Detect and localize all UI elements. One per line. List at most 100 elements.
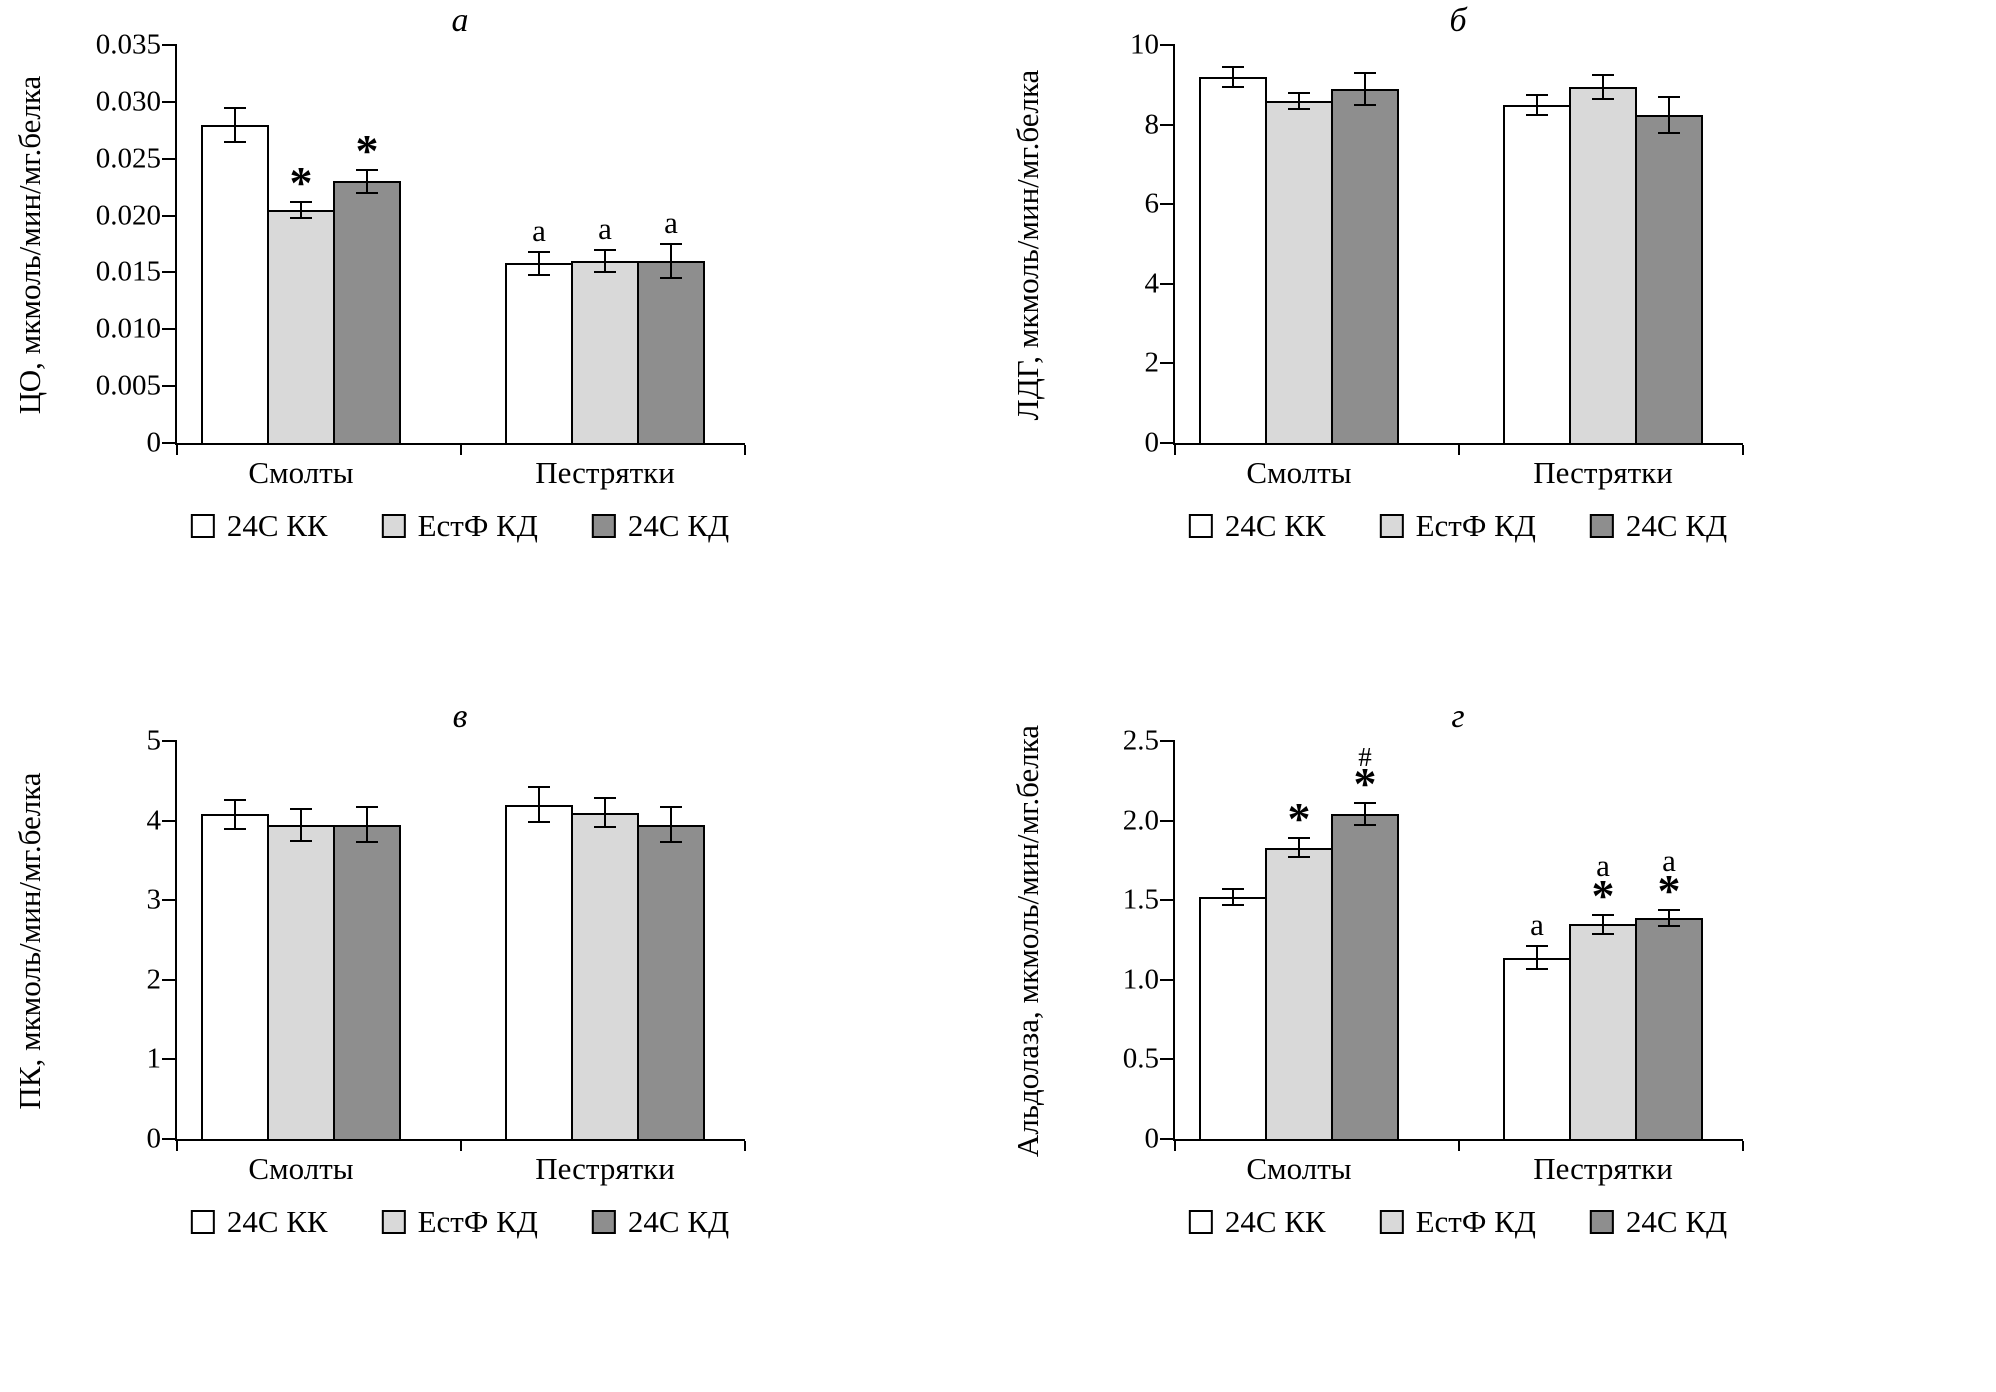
y-tick-label: 2.5 (1122, 724, 1159, 757)
error-bar-cap (224, 106, 246, 109)
chart-title: а (451, 2, 469, 39)
error-bar (1668, 909, 1670, 926)
error-bar (538, 251, 540, 275)
y-tick-label: 0.015 (95, 255, 161, 288)
error-bar-cap (1288, 91, 1310, 94)
error-bar-cap (290, 807, 312, 810)
y-tick-label: 8 (1144, 108, 1160, 141)
legend: 24С КК ЕстФ КД 24С КД (1188, 1204, 1727, 1240)
y-axis-tick (162, 899, 177, 902)
y-axis-tick (1160, 740, 1175, 742)
y-axis-tick (162, 740, 177, 742)
significance-markers: а * (1629, 842, 1709, 914)
legend-item: 24С КК (190, 508, 328, 544)
significance-marker: * (1353, 758, 1377, 810)
y-axis-tick (1160, 442, 1175, 444)
bar-b-s2-c1 (1635, 114, 1703, 443)
category-label: Пестрятки (1533, 455, 1673, 490)
y-axis-tick (162, 1138, 177, 1140)
y-axis-label: ПК, мкмоль/мин/мг.белка (12, 772, 47, 1110)
legend-swatch (1589, 514, 1614, 538)
error-bar-cap (1288, 856, 1310, 859)
y-axis-tick (1160, 899, 1175, 902)
bar-g-s2-c0 (1331, 814, 1399, 1139)
error-bar (604, 249, 606, 273)
error-bar-cap (1658, 924, 1680, 927)
error-bar-cap (356, 191, 378, 194)
error-bar-cap (528, 786, 550, 789)
error-bar-cap (290, 200, 312, 203)
error-bar (1298, 838, 1300, 858)
significance-markers: * (261, 159, 341, 205)
y-axis-label: ЛДГ, мкмоль/мин/мг.белка (1010, 69, 1045, 421)
significance-marker: а (1662, 842, 1676, 878)
plot-area: 0 1 2 3 4 5 Смолты Пестрятки (147, 725, 746, 1186)
y-axis-tick (1160, 1138, 1175, 1140)
y-tick-label: 0.020 (95, 199, 161, 232)
significance-marker: * (355, 125, 379, 177)
error-bar-cap (594, 797, 616, 800)
error-bar-cap (1592, 932, 1614, 935)
y-tick-label: 0.005 (95, 369, 161, 402)
legend-item: 24С КК (1188, 508, 1326, 544)
legend-swatch (1379, 514, 1404, 538)
error-bar (366, 807, 368, 843)
error-bar (300, 808, 302, 841)
bar-b-s1-c0 (1265, 100, 1333, 443)
legend-label: 24С КК (1224, 1204, 1326, 1239)
y-tick-label: 10 (1130, 28, 1159, 61)
bar-g-s1-c1 (1569, 924, 1637, 1139)
y-tick-label: 2 (1144, 346, 1160, 379)
legend-item: ЕстФ КД (381, 508, 538, 544)
y-axis-tick (162, 819, 177, 822)
error-bar-cap (1658, 908, 1680, 911)
error-bar (366, 170, 368, 193)
error-bar (300, 201, 302, 218)
error-bar (1232, 66, 1234, 87)
significance-marker: * (1591, 869, 1615, 921)
error-bar (538, 787, 540, 823)
bar-v-s0-c0 (201, 814, 269, 1139)
error-bar-cap (1354, 103, 1376, 106)
error-bar (1602, 74, 1604, 99)
legend-label: 24С КК (226, 1204, 328, 1239)
error-bar-cap (1526, 93, 1548, 96)
bar-a-s2-c0 (333, 181, 401, 443)
error-bar-cap (1592, 97, 1614, 100)
y-tick-label: 3 (146, 883, 162, 916)
error-bar-cap (1592, 913, 1614, 916)
legend-item: 24С КК (190, 1204, 328, 1240)
y-axis-tick (1160, 978, 1175, 981)
y-axis-tick (162, 328, 177, 331)
significance-marker: * (1287, 793, 1311, 845)
error-bar-cap (660, 806, 682, 809)
chart-title: г (1451, 698, 1465, 735)
x-axis-tick (1742, 445, 1744, 455)
y-axis-tick (162, 214, 177, 217)
error-bar-cap (1658, 131, 1680, 134)
y-axis-tick (1160, 362, 1175, 365)
error-bar (1298, 92, 1300, 109)
error-bar-cap (660, 243, 682, 245)
error-bar-cap (356, 806, 378, 809)
category-label: Смолты (248, 1151, 354, 1186)
plot-area: 0 2 4 6 8 10 Смолты Пестрятки (1130, 29, 1744, 490)
y-tick-label: 1.0 (1122, 963, 1159, 996)
x-axis-tick (1458, 445, 1460, 455)
legend-swatch (190, 1210, 215, 1234)
chart-title: в (452, 698, 468, 735)
error-bar-cap (356, 841, 378, 844)
y-axis-tick (1160, 203, 1175, 206)
error-bar-cap (1526, 945, 1548, 948)
legend: 24С КК ЕстФ КД 24С КД (190, 1204, 729, 1240)
chart-title: б (1449, 2, 1467, 39)
y-tick-label: 0.025 (95, 142, 161, 175)
y-tick-label: 0.035 (95, 28, 161, 61)
bar-g-s0-c1 (1503, 957, 1571, 1139)
legend: 24С КК ЕстФ КД 24С КД (1188, 508, 1727, 544)
error-bar-cap (594, 271, 616, 274)
bar-v-s2-c1 (637, 824, 705, 1139)
error-bar (1364, 803, 1366, 826)
error-bar-cap (594, 248, 616, 251)
